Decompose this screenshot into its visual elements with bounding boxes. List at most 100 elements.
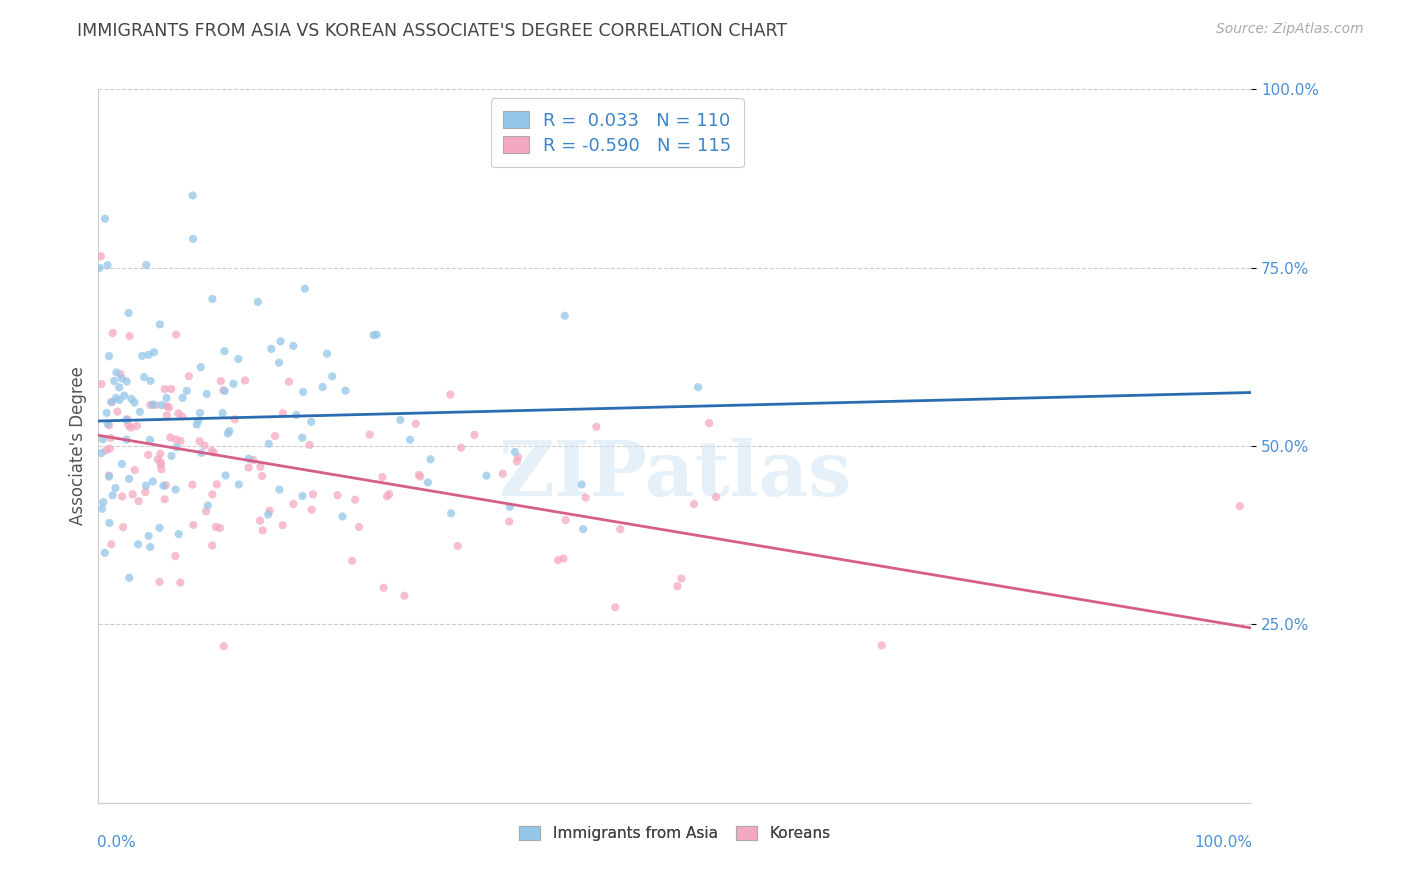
Point — [118, 472, 141, 486]
Point — [177, 369, 200, 384]
Point — [450, 441, 472, 455]
Point — [172, 409, 194, 424]
Point — [190, 446, 212, 460]
Point — [363, 328, 385, 343]
Point — [115, 375, 138, 389]
Point — [105, 405, 128, 419]
Point — [294, 282, 316, 296]
Point — [128, 405, 150, 419]
Point — [146, 452, 169, 467]
Point — [101, 326, 124, 340]
Point — [575, 491, 598, 505]
Point — [554, 513, 576, 527]
Point — [686, 380, 709, 394]
Point — [111, 371, 134, 385]
Point — [321, 369, 343, 384]
Point — [166, 440, 188, 454]
Point — [440, 506, 463, 520]
Point — [132, 370, 155, 384]
Point — [214, 344, 236, 359]
Point — [475, 468, 498, 483]
Point — [97, 417, 120, 431]
Point — [228, 477, 250, 491]
Point — [169, 575, 191, 590]
Point — [105, 391, 128, 405]
Point — [605, 600, 627, 615]
Point — [340, 554, 363, 568]
Point — [136, 448, 159, 462]
Point — [111, 457, 134, 471]
Point — [666, 579, 689, 593]
Point — [98, 349, 121, 363]
Point — [138, 348, 160, 362]
Point — [585, 419, 607, 434]
Point — [98, 442, 121, 456]
Point — [299, 415, 322, 429]
Point — [302, 487, 325, 501]
Point — [134, 485, 156, 500]
Point — [90, 249, 112, 263]
Point — [419, 452, 441, 467]
Point — [264, 429, 287, 443]
Point — [100, 537, 122, 551]
Point — [117, 306, 139, 320]
Point — [139, 374, 162, 388]
Point — [283, 497, 305, 511]
Point — [217, 426, 239, 441]
Point — [571, 477, 593, 491]
Point — [208, 521, 231, 535]
Point — [246, 295, 269, 310]
Point — [111, 490, 134, 504]
Point — [278, 375, 301, 389]
Point — [238, 451, 260, 466]
Point — [408, 467, 430, 482]
Point — [498, 515, 520, 529]
Point — [172, 391, 194, 405]
Point — [298, 438, 321, 452]
Point — [554, 309, 576, 323]
Point — [242, 453, 264, 467]
Point — [149, 458, 172, 472]
Point — [115, 433, 138, 447]
Point — [101, 395, 124, 409]
Point — [143, 345, 166, 359]
Point — [326, 488, 349, 502]
Point — [547, 553, 569, 567]
Y-axis label: Associate's Degree: Associate's Degree — [69, 367, 87, 525]
Text: ZIPatlas: ZIPatlas — [498, 438, 852, 511]
Point — [188, 406, 211, 420]
Point — [153, 382, 176, 396]
Point — [211, 406, 233, 420]
Point — [238, 460, 260, 475]
Point — [267, 356, 290, 370]
Point — [205, 477, 228, 491]
Point — [115, 412, 138, 426]
Point — [167, 406, 190, 420]
Point — [285, 408, 308, 422]
Point — [197, 499, 219, 513]
Text: IMMIGRANTS FROM ASIA VS KOREAN ASSOCIATE'S DEGREE CORRELATION CHART: IMMIGRANTS FROM ASIA VS KOREAN ASSOCIATE… — [77, 22, 787, 40]
Point — [118, 571, 141, 585]
Point — [125, 418, 148, 433]
Point — [183, 518, 205, 533]
Point — [332, 509, 354, 524]
Point — [270, 334, 292, 349]
Point — [160, 382, 183, 396]
Point — [347, 520, 370, 534]
Point — [202, 445, 225, 459]
Point — [283, 339, 305, 353]
Point — [181, 188, 204, 202]
Point — [359, 427, 381, 442]
Point — [149, 318, 172, 332]
Point — [91, 495, 114, 509]
Point — [94, 211, 117, 226]
Point — [112, 520, 135, 534]
Point — [375, 489, 398, 503]
Point — [101, 488, 124, 502]
Point — [156, 409, 179, 423]
Point — [366, 327, 388, 342]
Point — [169, 434, 191, 448]
Point — [155, 478, 177, 492]
Point — [100, 431, 122, 445]
Point — [100, 395, 122, 409]
